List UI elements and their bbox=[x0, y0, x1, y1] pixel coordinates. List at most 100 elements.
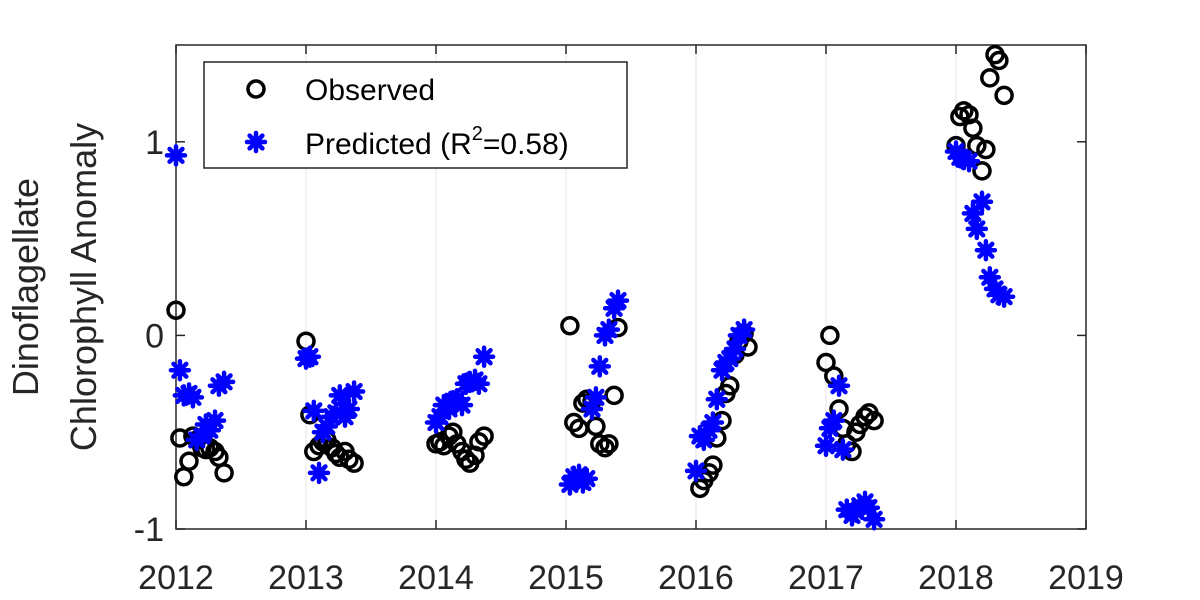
observed-point bbox=[994, 85, 1014, 106]
observed-point bbox=[344, 453, 364, 473]
y-tick-label: 0 bbox=[145, 317, 164, 355]
predicted-point bbox=[965, 217, 989, 241]
predicted-point bbox=[333, 405, 357, 428]
predicted-point bbox=[961, 202, 985, 225]
predicted-point bbox=[692, 428, 716, 452]
observed-point bbox=[214, 463, 234, 483]
x-tick-label: 2013 bbox=[268, 559, 344, 597]
legend-predicted-label-pre: Predicted (R bbox=[305, 128, 472, 161]
legend-star-shape bbox=[244, 130, 268, 154]
observed-point bbox=[604, 385, 624, 406]
plot-frame bbox=[175, 44, 1087, 530]
predicted-point bbox=[822, 409, 846, 432]
predicted-point bbox=[302, 399, 326, 423]
predicted-point bbox=[705, 388, 729, 411]
observed-point bbox=[174, 466, 194, 487]
predicted-point bbox=[723, 337, 747, 361]
y-axis-title-line1: Dinoflagellate bbox=[5, 178, 46, 396]
predicted-point bbox=[606, 289, 630, 312]
x-tick-labels: 2012 2013 2014 2015 2016 2017 2018 2019 bbox=[138, 559, 1124, 597]
predicted-point bbox=[558, 473, 582, 496]
observed-point bbox=[166, 300, 186, 320]
predicted-point bbox=[597, 318, 621, 341]
predicted-point bbox=[827, 374, 851, 397]
predicted-point bbox=[567, 463, 591, 487]
predicted-point bbox=[467, 372, 491, 396]
observed-point bbox=[443, 422, 463, 442]
predicted-point bbox=[168, 358, 192, 382]
observed-point bbox=[595, 437, 615, 458]
x-tick-label: 2015 bbox=[528, 559, 604, 597]
predicted-point bbox=[818, 417, 842, 440]
predicted-point bbox=[337, 397, 361, 421]
predicted-point bbox=[970, 190, 994, 214]
predicted-point bbox=[718, 347, 742, 370]
x-tick-label: 2019 bbox=[1048, 559, 1124, 597]
observed-point bbox=[179, 451, 199, 471]
predicted-point bbox=[181, 386, 205, 409]
observed-point bbox=[980, 68, 1000, 88]
axis-ticks bbox=[175, 45, 1087, 530]
x-tick-label: 2016 bbox=[658, 559, 734, 597]
predicted-point bbox=[472, 345, 496, 368]
predicted-point bbox=[684, 459, 708, 483]
observed-point bbox=[599, 434, 619, 454]
predicted-point bbox=[831, 438, 855, 461]
predicted-point bbox=[324, 401, 348, 425]
observed-point bbox=[820, 325, 840, 346]
predicted-point bbox=[342, 380, 366, 403]
legend: Observed Predicted (R2=0.58) bbox=[203, 61, 628, 169]
observed-point bbox=[474, 426, 494, 446]
observed-point bbox=[855, 406, 875, 427]
observed-point bbox=[963, 118, 983, 138]
y-tick-labels: -1 0 1 bbox=[134, 124, 164, 549]
observed-point bbox=[989, 50, 1009, 71]
legend-observed-marker bbox=[246, 79, 266, 99]
predicted-point bbox=[957, 149, 981, 173]
predicted-point bbox=[575, 467, 599, 490]
predicted-point bbox=[580, 397, 604, 421]
predicted-point bbox=[307, 461, 331, 485]
predicted-point bbox=[298, 345, 322, 368]
predicted-point bbox=[588, 355, 612, 378]
legend-observed-label: Observed bbox=[305, 74, 435, 107]
predicted-point bbox=[857, 496, 881, 519]
predicted-point bbox=[450, 393, 474, 417]
predicted-point bbox=[203, 409, 227, 432]
predicted-series bbox=[164, 140, 1016, 531]
y-tick-label: -1 bbox=[134, 511, 164, 549]
y-tick-label: 1 bbox=[145, 124, 164, 162]
observed-point bbox=[972, 161, 992, 181]
predicted-point bbox=[315, 415, 339, 438]
predicted-point bbox=[602, 297, 626, 320]
predicted-point bbox=[697, 419, 721, 442]
predicted-point bbox=[862, 508, 886, 531]
predicted-point bbox=[992, 285, 1016, 308]
observed-point bbox=[456, 449, 476, 470]
predicted-point bbox=[164, 144, 188, 167]
predicted-point bbox=[710, 358, 734, 382]
predicted-point bbox=[978, 266, 1002, 289]
predicted-point bbox=[198, 419, 222, 442]
predicted-point bbox=[732, 318, 756, 341]
observed-point bbox=[864, 410, 884, 431]
observed-point bbox=[703, 455, 723, 475]
legend-predicted-label: Predicted (R2=0.58) bbox=[305, 123, 569, 161]
observed-point bbox=[434, 436, 454, 456]
predicted-point bbox=[701, 411, 725, 434]
predicted-point bbox=[584, 386, 608, 409]
y-axis-title-line2: Chlorophyll Anomaly bbox=[63, 123, 104, 451]
predicted-point bbox=[974, 238, 998, 262]
observed-point bbox=[976, 139, 996, 160]
x-tick-label: 2017 bbox=[788, 559, 864, 597]
x-tick-label: 2014 bbox=[398, 559, 474, 597]
legend-box bbox=[203, 61, 628, 169]
legend-predicted-marker bbox=[244, 130, 268, 154]
observed-point bbox=[560, 315, 580, 336]
predicted-point bbox=[437, 397, 461, 421]
predicted-point bbox=[428, 405, 452, 428]
x-tick-label: 2018 bbox=[918, 559, 994, 597]
predicted-point bbox=[212, 370, 236, 394]
predicted-point bbox=[328, 384, 352, 407]
legend-predicted-label-post: =0.58) bbox=[483, 128, 569, 161]
